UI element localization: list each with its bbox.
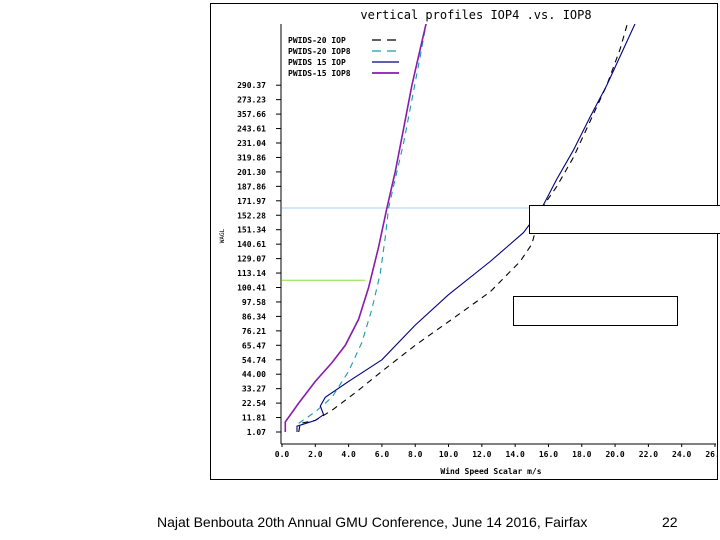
y-tick-label: 100.41 bbox=[237, 284, 266, 293]
annotation-box-lower bbox=[513, 296, 678, 326]
x-tick-label: 4.0 bbox=[341, 450, 356, 459]
annotation-box-upper bbox=[529, 205, 720, 234]
y-tick-label: 11.81 bbox=[242, 414, 266, 423]
legend-label: PWIDS-20 IOP8 bbox=[288, 47, 351, 56]
chart-frame: vertical profiles IOP4 .vs. IOP8 WAGL Wi… bbox=[210, 3, 719, 480]
series-line-4 bbox=[284, 24, 427, 432]
y-tick-label: 140.61 bbox=[237, 240, 266, 249]
axes: 290.37 273.23 357.66 243.61 231.04 319.86 201.… bbox=[237, 24, 719, 459]
x-axis-label: Wind Speed Scalar m/s bbox=[440, 466, 541, 476]
x-tick-label: 14.0 bbox=[506, 450, 525, 459]
x-tick-label: 6.0 bbox=[375, 450, 390, 459]
y-tick-label: 231.04 bbox=[237, 139, 266, 148]
y-tick-label: 76.21 bbox=[242, 327, 266, 336]
y-tick-label: 113.14 bbox=[237, 269, 266, 278]
y-tick-label: 1.07 bbox=[247, 428, 266, 437]
y-tick-label: 97.58 bbox=[242, 298, 266, 307]
legend: PWIDS-20 IOP PWIDS-20 IOP8 PWIDS 15 IOP PWI… bbox=[288, 36, 399, 78]
reference-lines bbox=[282, 207, 541, 281]
footer-credit: Najat Benbouta 20th Annual GMU Conferenc… bbox=[157, 514, 588, 530]
series-lines bbox=[284, 24, 636, 433]
series-line-2 bbox=[298, 24, 427, 424]
y-tick-label: 273.23 bbox=[237, 96, 266, 105]
y-tick-label: 54.74 bbox=[242, 356, 266, 365]
page-number: 22 bbox=[662, 514, 678, 530]
x-tick-label: 22.0 bbox=[639, 450, 658, 459]
y-tick-label: 201.30 bbox=[237, 168, 266, 177]
y-tick-label: 290.37 bbox=[237, 81, 266, 90]
x-tick-label: 0.0 bbox=[275, 450, 290, 459]
chart-title: vertical profiles IOP4 .vs. IOP8 bbox=[360, 8, 591, 22]
x-tick-label: 20.0 bbox=[605, 450, 624, 459]
x-tick-label: 18.0 bbox=[572, 450, 591, 459]
x-tick-label: 2.0 bbox=[308, 450, 323, 459]
y-tick-label: 129.07 bbox=[237, 255, 266, 264]
legend-label: PWIDS-15 IOP8 bbox=[288, 69, 351, 78]
series-line-3 bbox=[296, 24, 636, 432]
chart-svg: vertical profiles IOP4 .vs. IOP8 WAGL Wi… bbox=[219, 8, 719, 476]
x-tick-label: 24.0 bbox=[672, 450, 691, 459]
y-tick-label: 152.28 bbox=[237, 211, 266, 220]
legend-label: PWIDS-20 IOP bbox=[288, 36, 346, 45]
y-tick-label: 243.61 bbox=[237, 125, 266, 134]
y-axis-label: WAGL bbox=[219, 228, 226, 243]
y-tick-label: 22.54 bbox=[242, 399, 266, 408]
y-tick-label: 319.86 bbox=[237, 153, 266, 162]
legend-label: PWIDS 15 IOP bbox=[288, 58, 346, 67]
y-tick-label: 65.47 bbox=[242, 341, 266, 350]
y-tick-label: 187.86 bbox=[237, 182, 266, 191]
x-tick-label: 8.0 bbox=[408, 450, 423, 459]
x-tick-label: 26.0 bbox=[705, 450, 719, 459]
x-tick-label: 16.0 bbox=[539, 450, 558, 459]
y-tick-label: 86.34 bbox=[242, 312, 266, 321]
y-tick-label: 44.00 bbox=[242, 370, 266, 379]
x-tick-label: 12.0 bbox=[472, 450, 491, 459]
y-tick-label: 151.34 bbox=[237, 226, 266, 235]
y-tick-label: 357.66 bbox=[237, 110, 266, 119]
y-tick-label: 171.97 bbox=[237, 197, 266, 206]
y-tick-label: 33.27 bbox=[242, 385, 266, 394]
x-tick-label: 10.0 bbox=[439, 450, 458, 459]
